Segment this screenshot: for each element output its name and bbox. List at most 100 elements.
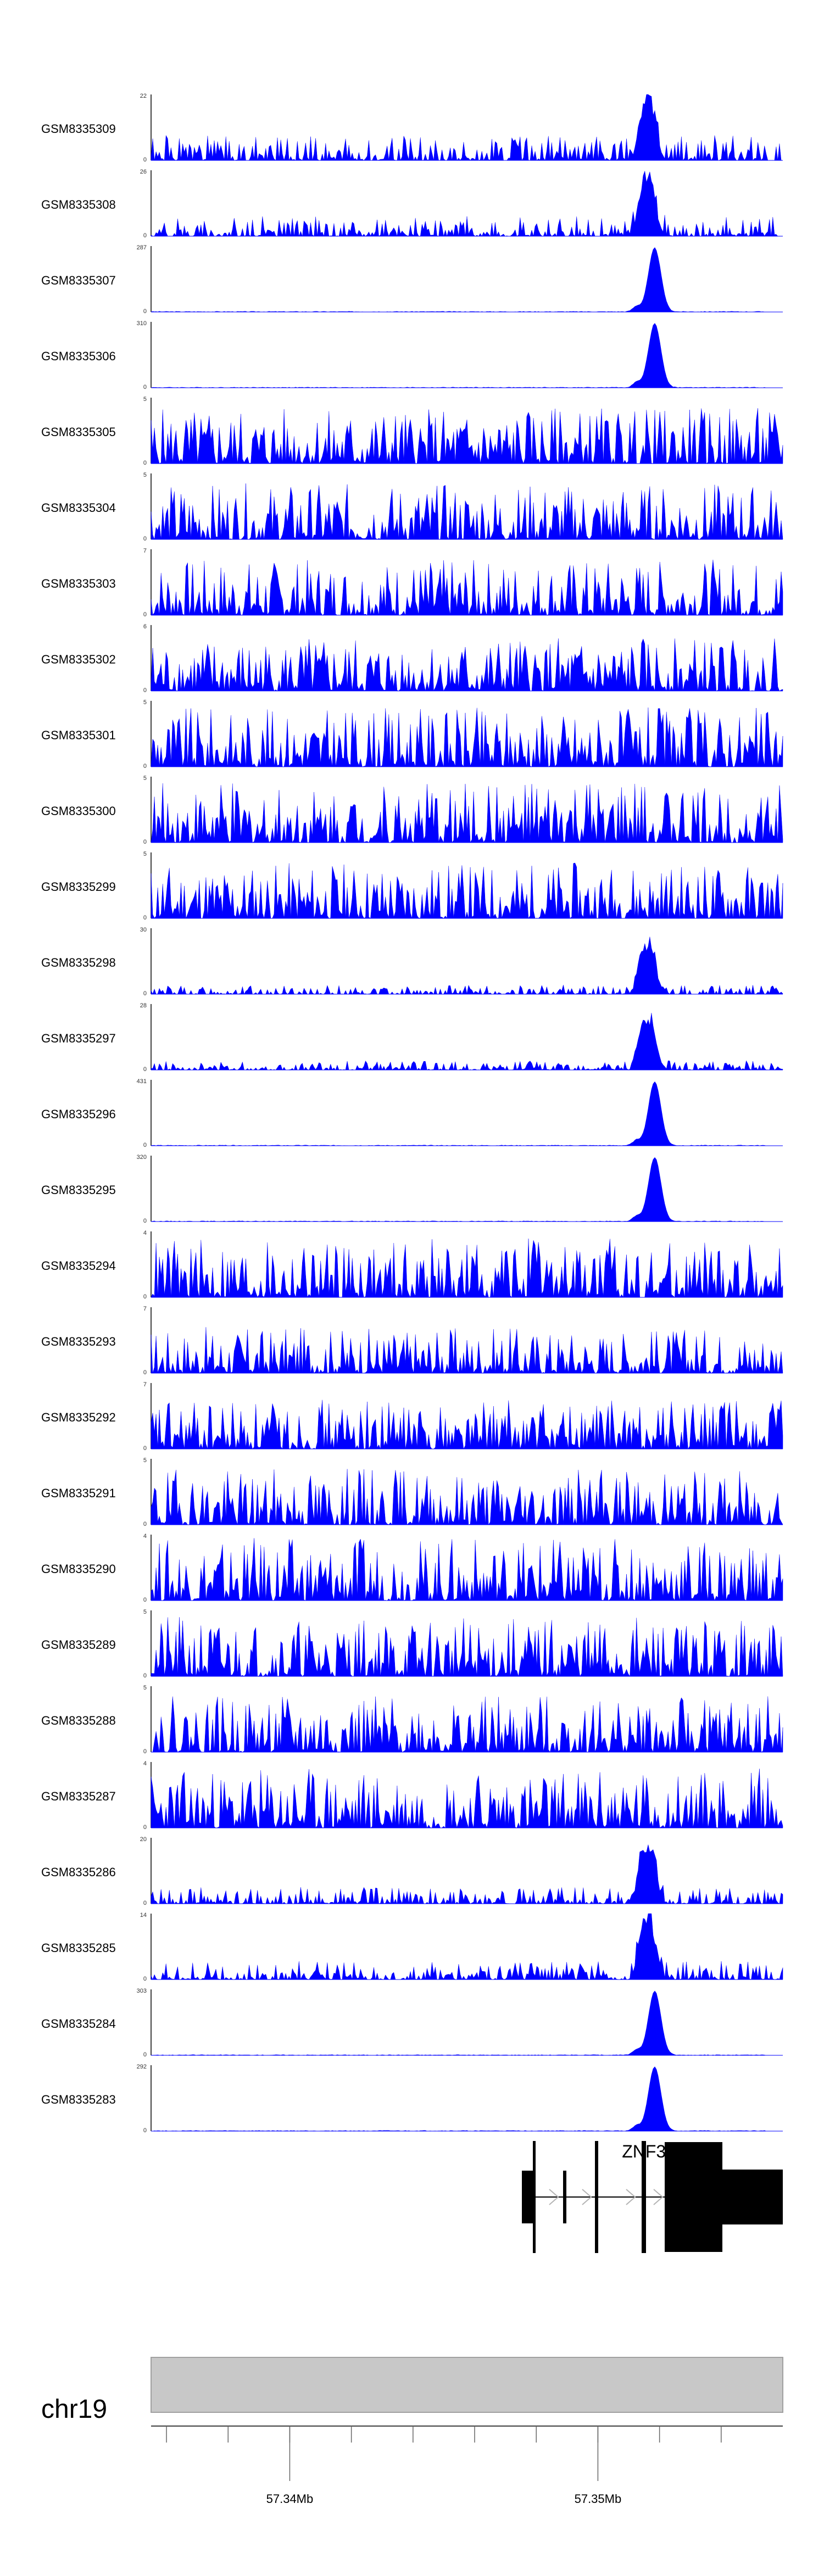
y-tick-min: 0 [143,384,147,391]
exon [642,2141,646,2253]
track-GSM8335308: GSM8335308 26 0 [41,169,783,239]
track-GSM8335296: GSM8335296 431 0 [41,1078,783,1148]
signal-area [151,94,783,161]
track-label: GSM8335283 [41,2093,116,2106]
y-tick-max: 287 [137,244,147,251]
y-tick-max: 7 [143,1381,147,1388]
y-tick-max: 5 [143,1685,147,1691]
y-tick-max: 5 [143,699,147,706]
chromosome-label: chr19 [41,2395,107,2424]
track-label: GSM8335300 [41,804,116,818]
y-tick-max: 26 [140,169,147,175]
track-GSM8335290: GSM8335290 4 0 [41,1533,783,1603]
genomic-axis: 57.34Mb 57.35Mb [151,2426,783,2506]
track-GSM8335297: GSM8335297 28 0 [41,1002,783,1073]
track-GSM8335299: GSM8335299 5 0 [41,851,783,921]
track-label: GSM8335291 [41,1486,116,1500]
track-label: GSM8335296 [41,1107,116,1121]
signal-area [151,783,783,843]
y-tick-max: 5 [143,1609,147,1615]
exon [533,2141,536,2253]
y-tick-max: 4 [143,1230,147,1236]
major-tick-label: 57.35Mb [575,2492,622,2506]
signal-area [151,1990,783,2056]
track-GSM8335284: GSM8335284 303 0 [41,1988,783,2058]
y-tick-min: 0 [143,1066,147,1073]
track-label: GSM8335306 [41,349,116,363]
signal-area [151,560,783,616]
signal-area [151,2066,783,2132]
track-GSM8335286: GSM8335286 20 0 [41,1836,783,1906]
y-tick-max: 14 [140,1912,147,1919]
signal-area [151,1399,783,1449]
exon [522,2171,534,2223]
y-tick-max: 320 [137,1154,147,1161]
track-label: GSM8335301 [41,728,116,742]
y-tick-min: 0 [143,990,147,997]
track-label: GSM8335308 [41,198,116,211]
track-label: GSM8335295 [41,1183,116,1197]
y-tick-max: 431 [137,1078,147,1085]
y-tick-max: 22 [140,93,147,99]
signal-area [151,1327,783,1374]
track-label: GSM8335299 [41,880,116,894]
y-tick-max: 5 [143,472,147,478]
track-GSM8335305: GSM8335305 5 0 [41,396,783,466]
track-GSM8335307: GSM8335307 287 0 [41,244,783,315]
track-label: GSM8335302 [41,653,116,666]
strand-arrow [582,2189,592,2205]
signal-area [151,1844,783,1904]
signal-area [151,1239,783,1298]
y-tick-min: 0 [143,1748,147,1755]
y-tick-min: 0 [143,1369,147,1376]
gene-track: ZNF304 [522,2141,783,2253]
track-GSM8335291: GSM8335291 5 0 [41,1457,783,1527]
utr [720,2170,783,2224]
track-label: GSM8335303 [41,577,116,590]
y-tick-max: 30 [140,927,147,933]
y-tick-min: 0 [143,1824,147,1831]
track-label: GSM8335309 [41,122,116,136]
exon [665,2142,722,2252]
y-tick-min: 0 [143,232,147,239]
y-tick-min: 0 [143,1900,147,1906]
track-GSM8335300: GSM8335300 5 0 [41,775,783,845]
chromosome-track: chr19 [41,2357,783,2424]
y-tick-max: 5 [143,1457,147,1464]
y-tick-min: 0 [143,687,147,694]
track-label: GSM8335286 [41,1865,116,1879]
track-label: GSM8335294 [41,1259,116,1273]
y-tick-max: 303 [137,1988,147,1994]
y-tick-max: 7 [143,1306,147,1312]
exon [563,2171,566,2223]
y-tick-max: 5 [143,775,147,782]
track-label: GSM8335284 [41,2017,116,2031]
signal-area [151,936,783,995]
y-tick-max: 5 [143,396,147,403]
y-tick-max: 6 [143,623,147,630]
y-tick-min: 0 [143,1521,147,1527]
y-tick-min: 0 [143,915,147,921]
y-tick-min: 0 [143,1142,147,1148]
y-tick-max: 4 [143,1760,147,1767]
signal-area [151,707,783,767]
y-tick-min: 0 [143,2051,147,2058]
track-GSM8335292: GSM8335292 7 0 [41,1381,783,1452]
signal-area [151,1013,783,1070]
track-GSM8335302: GSM8335302 6 0 [41,623,783,694]
y-tick-min: 0 [143,1672,147,1679]
track-GSM8335287: GSM8335287 4 0 [41,1760,783,1831]
strand-arrow [549,2189,559,2205]
track-label: GSM8335297 [41,1031,116,1045]
track-GSM8335303: GSM8335303 7 0 [41,548,783,618]
y-tick-min: 0 [143,308,147,315]
track-label: GSM8335293 [41,1335,116,1348]
track-GSM8335295: GSM8335295 320 0 [41,1154,783,1224]
y-tick-min: 0 [143,1597,147,1603]
y-tick-min: 0 [143,763,147,770]
track-label: GSM8335304 [41,501,116,515]
y-tick-min: 0 [143,611,147,618]
track-GSM8335285: GSM8335285 14 0 [41,1912,783,1982]
signal-area [151,1769,783,1828]
